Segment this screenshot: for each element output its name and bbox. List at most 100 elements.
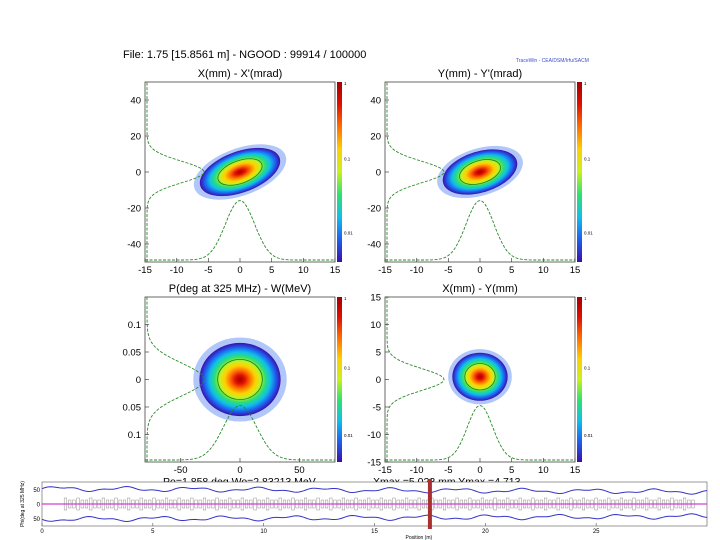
x-tick-label: 0 <box>477 465 482 476</box>
y-tick-label: 5 <box>376 348 381 359</box>
colorbar-tick-label: 0.01 <box>344 230 353 235</box>
plot-title: P(deg at 325 MHz) - W(MeV) <box>169 283 311 295</box>
x-tick-label: -15 <box>138 265 152 276</box>
strip-y-tick-label: 50 <box>33 488 40 494</box>
strip-y-tick-label: 50 <box>33 517 40 523</box>
phase-plot-1: X(mm) - X'(mrad) -15 -10 -5 0 5 10 15 40 20 0 -20 -4… <box>127 68 353 276</box>
y-tick-label: 20 <box>370 132 381 143</box>
x-tick-label: 10 <box>538 265 549 276</box>
y-tick-label: 0.05 <box>123 403 142 414</box>
y-tick-label: 10 <box>370 320 381 331</box>
file-info-header: File: 1.75 [15.8561 m] - NGOOD : 99914 /… <box>123 49 367 61</box>
beam-contour <box>464 363 496 391</box>
strip-x-tick-label: 5 <box>151 529 155 535</box>
colorbar <box>577 297 582 462</box>
strip-y-tick-label: 0 <box>37 503 41 509</box>
x-tick-label: 0 <box>237 465 242 476</box>
x-tick-label: 5 <box>269 265 274 276</box>
y-profile-curve <box>386 82 445 262</box>
y-tick-label: -20 <box>127 204 141 215</box>
y-tick-label: 0.1 <box>128 430 141 441</box>
strip-x-axis-label: Position (m) <box>405 535 432 540</box>
x-tick-label: 5 <box>509 465 514 476</box>
phase-plot-3: P(deg at 325 MHz) - W(MeV) -50 0 50 0.1 0.05 0… <box>123 283 354 488</box>
x-tick-label: -15 <box>378 465 392 476</box>
software-credit: TraceWin - CEA/DSM/Irfu/SACM <box>516 58 589 64</box>
colorbar-tick-label: 1 <box>584 296 587 301</box>
y-tick-label: -40 <box>367 240 381 251</box>
x-profile-curve <box>145 405 335 461</box>
x-tick-label: 15 <box>570 465 581 476</box>
x-tick-label: -5 <box>204 265 212 276</box>
x-tick-label: -10 <box>410 265 424 276</box>
colorbar-tick-label: 1 <box>344 296 347 301</box>
strip-x-tick-label: 10 <box>260 529 267 535</box>
colorbar <box>577 82 582 262</box>
strip-x-tick-label: 0 <box>40 529 44 535</box>
beam-core <box>199 147 281 197</box>
beam-core <box>452 352 508 401</box>
x-tick-label: 10 <box>538 465 549 476</box>
colorbar-tick-label: 1 <box>584 81 587 86</box>
position-marker <box>427 479 432 529</box>
y-tick-label: 0.05 <box>123 348 142 359</box>
x-tick-label: 0 <box>237 265 242 276</box>
strip-x-tick-label: 25 <box>593 529 600 535</box>
y-tick-label: -15 <box>367 458 381 469</box>
colorbar-tick-label: 1 <box>344 81 347 86</box>
y-tick-label: 0 <box>376 375 381 386</box>
x-tick-label: -5 <box>444 265 452 276</box>
envelope-bottom <box>41 513 708 523</box>
y-tick-label: 40 <box>370 96 381 107</box>
strip-x-tick-label: 15 <box>371 529 378 535</box>
beam-contour <box>217 158 263 186</box>
x-tick-label: 15 <box>330 265 341 276</box>
colorbar-tick-label: 0.1 <box>584 365 591 370</box>
y-tick-label: 0 <box>136 168 141 179</box>
y-tick-label: 20 <box>130 132 141 143</box>
colorbar-tick-label: 0.1 <box>584 157 591 162</box>
y-tick-label: 0 <box>376 168 381 179</box>
x-tick-label: -10 <box>170 265 184 276</box>
colorbar-tick-label: 0.1 <box>344 365 351 370</box>
x-tick-label: 50 <box>294 465 305 476</box>
x-tick-label: -15 <box>378 265 392 276</box>
plot-title: X(mm) - Y(mm) <box>442 283 518 295</box>
colorbar-tick-label: 0.01 <box>344 433 353 438</box>
phase-plot-2: Y(mm) - Y'(mrad) -15 -10 -5 0 5 10 15 40 20 0 -20 -4… <box>367 68 593 276</box>
x-tick-label: -50 <box>174 465 188 476</box>
y-tick-label: -20 <box>367 204 381 215</box>
plot-title: X(mm) - X'(mrad) <box>198 68 283 80</box>
y-tick-label: -5 <box>373 403 381 414</box>
colorbar <box>337 297 342 462</box>
y-tick-label: 15 <box>370 293 381 304</box>
x-tick-label: -10 <box>410 465 424 476</box>
y-tick-label: 0 <box>136 375 141 386</box>
phase-plot-4: X(mm) - Y(mm) -15 -10 -5 0 5 10 15 15 10 5 0 -5 -10 -1… <box>367 283 593 499</box>
beam-core <box>442 149 518 195</box>
x-tick-label: 0 <box>477 265 482 276</box>
beam-contour <box>217 358 263 401</box>
x-tick-label: 10 <box>298 265 309 276</box>
plot-title: Y(mm) - Y'(mrad) <box>438 68 522 80</box>
colorbar-tick-label: 0.01 <box>584 433 593 438</box>
y-tick-label: 0.1 <box>128 320 141 331</box>
colorbar-tick-label: 0.1 <box>344 157 351 162</box>
colorbar-tick-label: 0.01 <box>584 230 593 235</box>
x-tick-label: 15 <box>570 265 581 276</box>
colorbar <box>337 82 342 262</box>
beam-contour <box>459 159 501 185</box>
y-profile-curve <box>146 82 205 262</box>
x-tick-label: -5 <box>444 465 452 476</box>
strip-x-tick-label: 20 <box>482 529 489 535</box>
x-tick-label: 5 <box>509 265 514 276</box>
envelope-top <box>41 485 708 495</box>
y-tick-label: 40 <box>130 96 141 107</box>
beam-core <box>199 342 281 417</box>
y-tick-label: -40 <box>127 240 141 251</box>
strip-y-axis-label: Phi(deg at 325 MHz) <box>20 481 26 527</box>
y-tick-label: -10 <box>367 430 381 441</box>
